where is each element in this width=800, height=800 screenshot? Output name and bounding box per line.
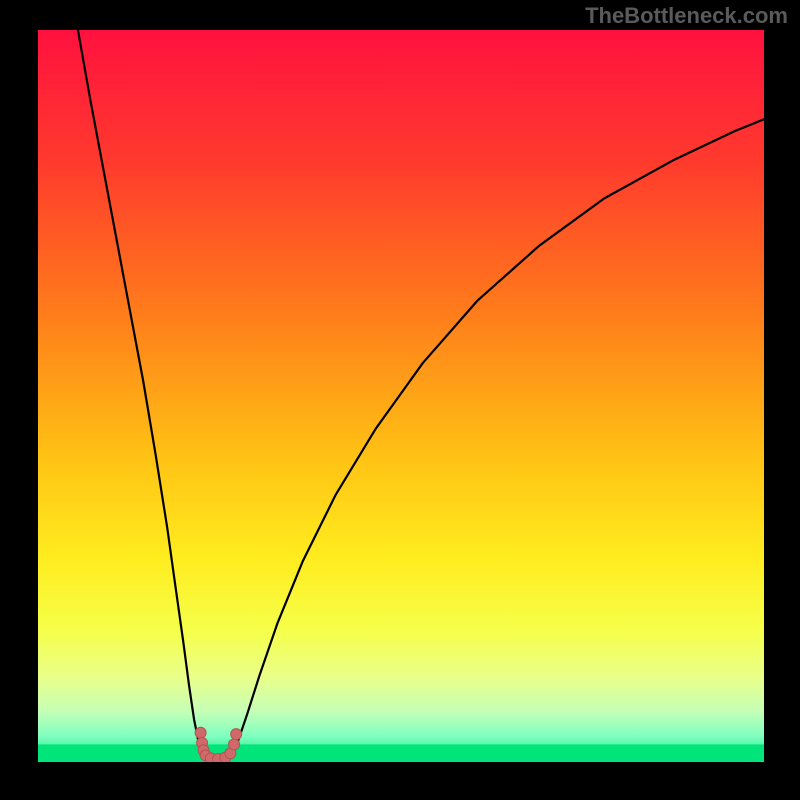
valley-marker	[195, 727, 206, 738]
valley-marker	[231, 729, 242, 740]
plot-area	[38, 30, 764, 762]
gradient-background	[38, 30, 764, 762]
watermark-text: TheBottleneck.com	[585, 3, 788, 29]
baseline-band	[38, 744, 764, 762]
valley-marker	[229, 739, 240, 750]
chart-svg	[38, 30, 764, 762]
figure-root: TheBottleneck.com	[0, 0, 800, 800]
